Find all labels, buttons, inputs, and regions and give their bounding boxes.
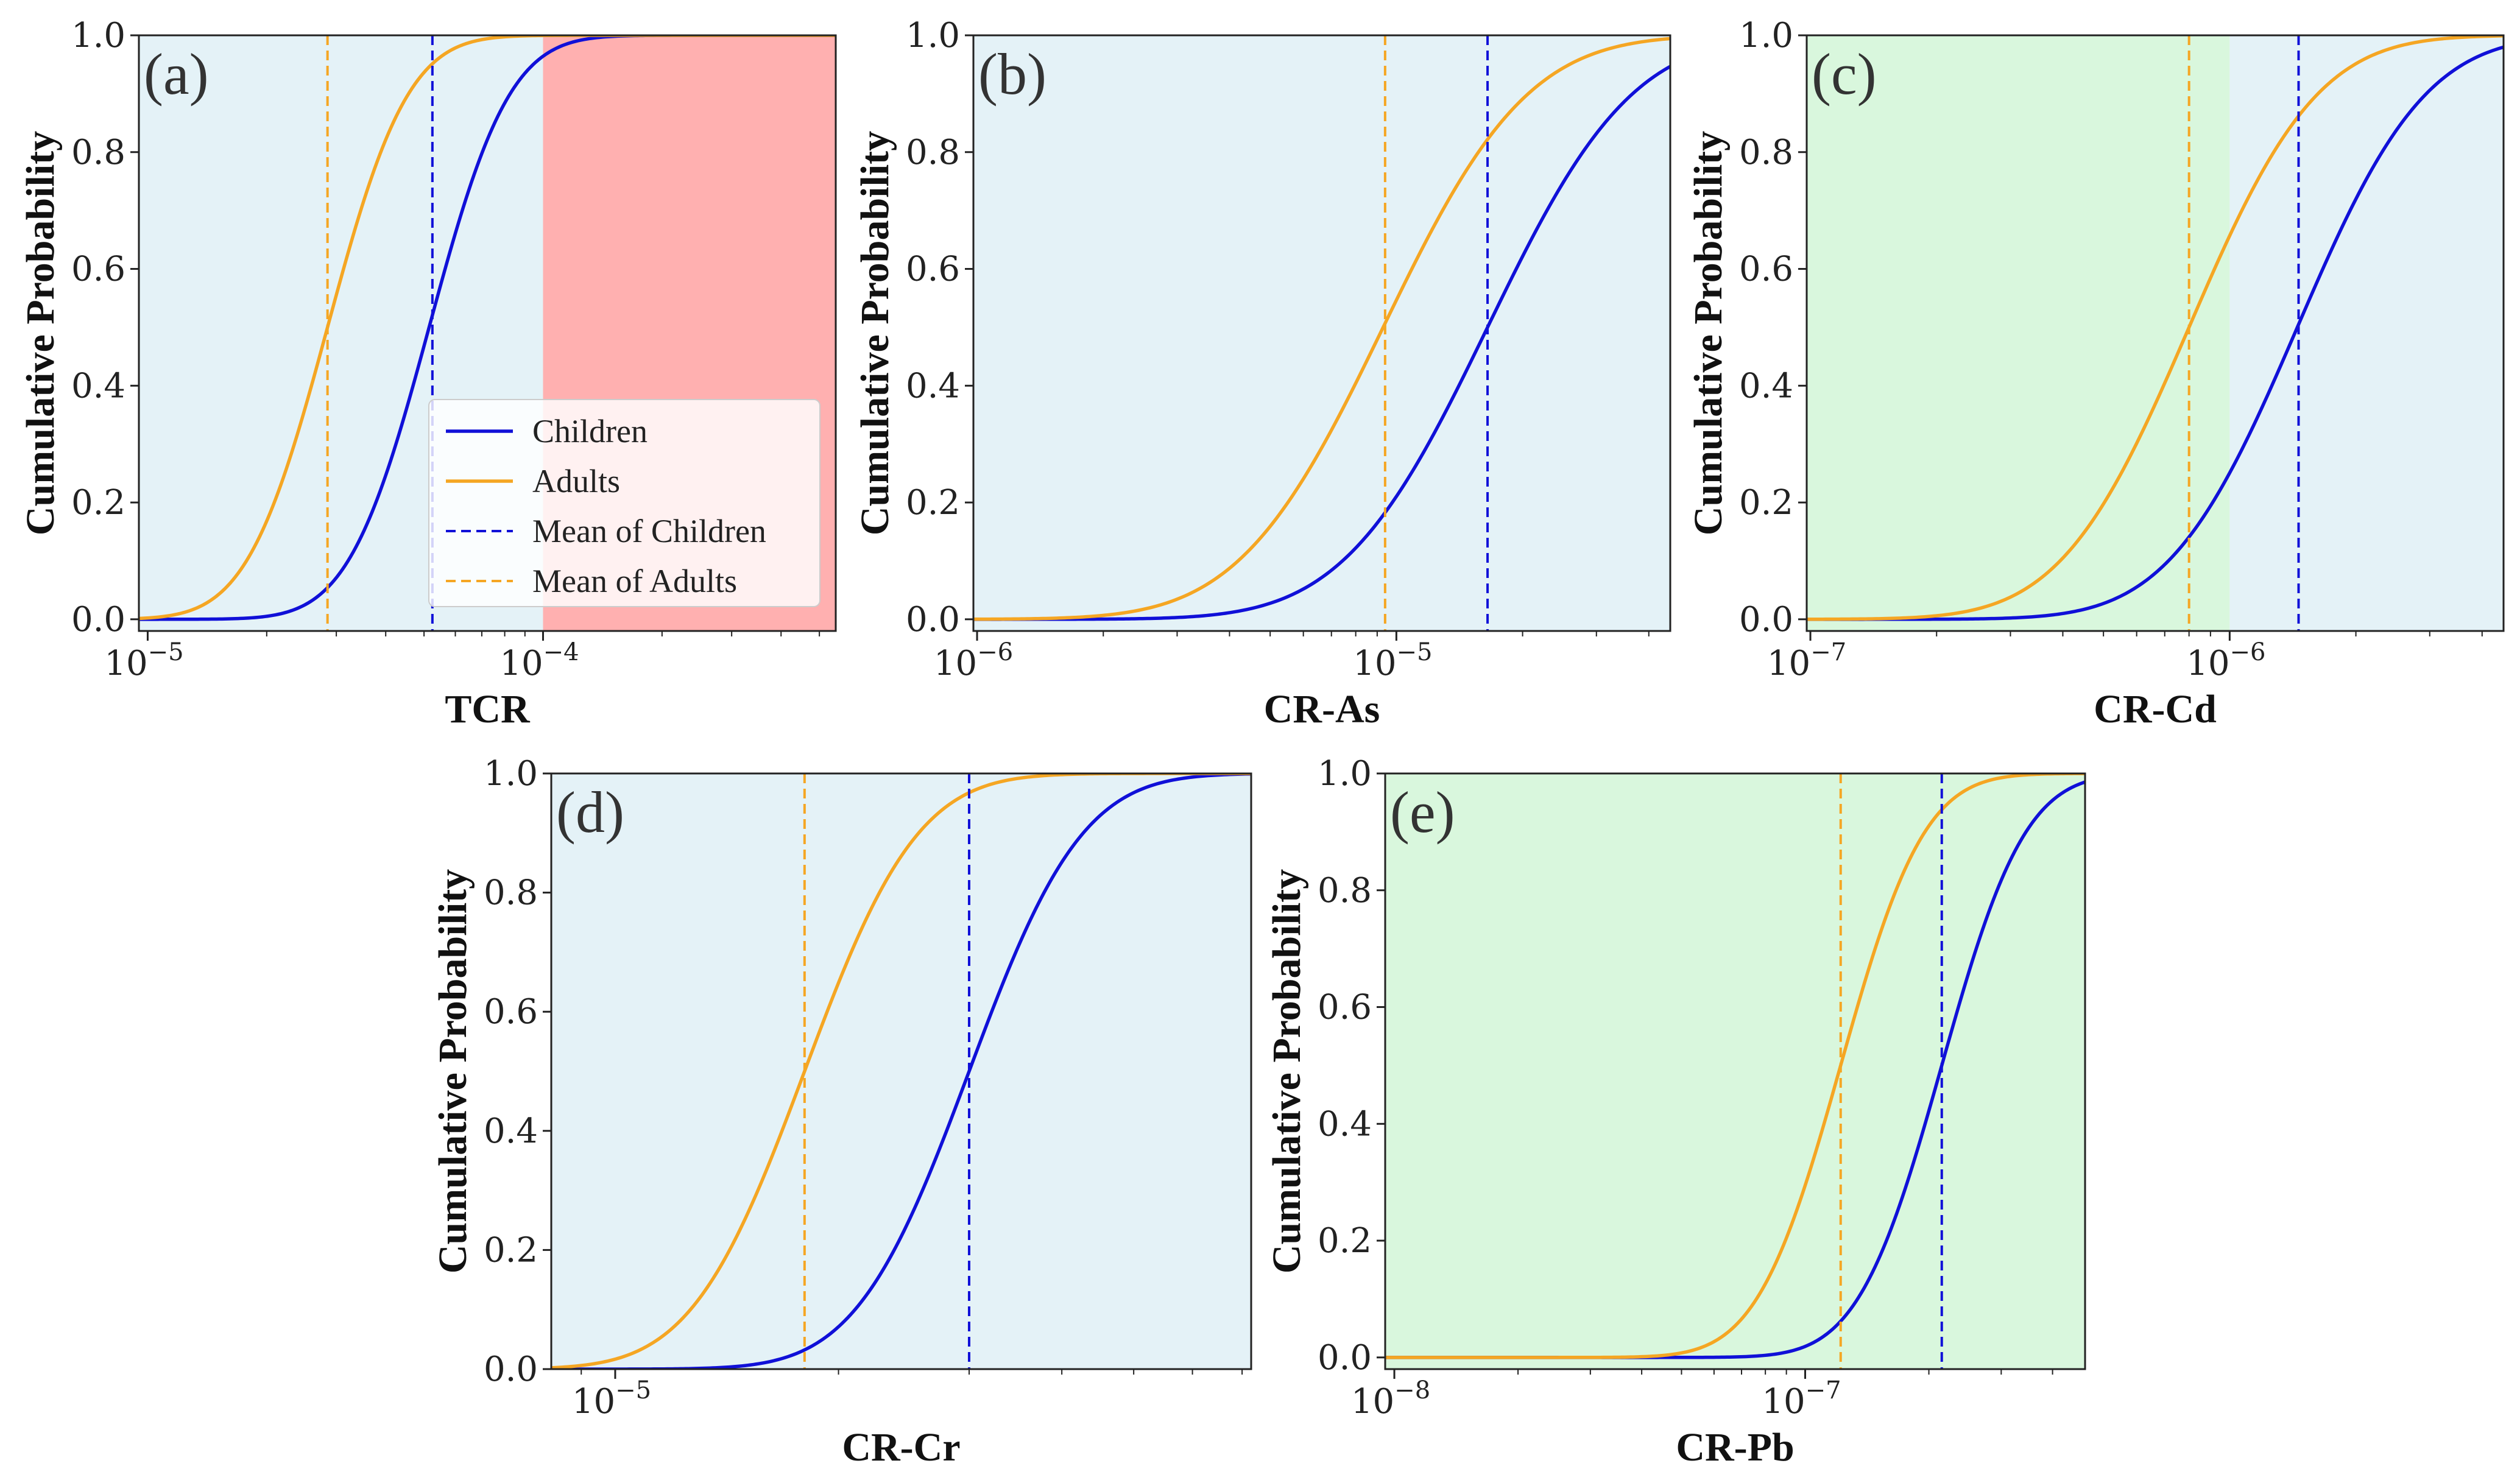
panel-c-ytick-label: 0.8 bbox=[1739, 133, 1793, 172]
panel-e-axes-frame bbox=[1384, 772, 2086, 1370]
panel-e-xlabel: CR-Pb bbox=[1676, 1425, 1794, 1470]
panel-b: 0.0 0.2 0.4 0.6 0.8 1.0 10−6 10−5CR-As Cumulativ… bbox=[853, 16, 1671, 731]
panel-b-children-curve bbox=[973, 65, 1670, 621]
panel-b-ytick-label: 0.4 bbox=[906, 366, 960, 406]
panel-c-region-1 bbox=[2229, 35, 2504, 631]
panel-d-ytick-label: 0.2 bbox=[484, 1230, 538, 1270]
panel-e-ytick-label: 0.8 bbox=[1318, 871, 1372, 911]
panel-c-region-0 bbox=[1807, 35, 2230, 631]
panel-e-ytick-label: 0.2 bbox=[1318, 1221, 1372, 1261]
panel-a-legend-children-label: Children bbox=[532, 413, 648, 449]
panel-e-ytick-label: 0.6 bbox=[1318, 988, 1372, 1027]
panel-a-legend-mean-of-adults-label: Mean of Adults bbox=[532, 563, 737, 599]
panel-b-ytick-label: 0.6 bbox=[906, 250, 960, 289]
panel-e-adults-curve bbox=[1385, 773, 2085, 1359]
panel-d: 0.0 0.2 0.4 0.6 0.8 1.0 10−5 CR-Cr Cumulative Pr… bbox=[431, 754, 1252, 1470]
panel-c-axes-frame bbox=[1805, 34, 2505, 632]
panel-a-legend-adults-label: Adults bbox=[532, 463, 620, 499]
panel-a-ytick-label: 0.6 bbox=[71, 250, 125, 289]
panel-c-xlabel: CR-Cd bbox=[2094, 687, 2217, 731]
panel-a-legend: Children Adults Mean of Children Mean of Ad… bbox=[428, 399, 821, 607]
panel-a-ytick-label: 0.8 bbox=[71, 133, 125, 172]
panel-e-ytick-label: 0.4 bbox=[1318, 1104, 1372, 1144]
panel-c-ylabel: Cumulative Probability bbox=[1686, 131, 1731, 535]
panel-b-adults-curve bbox=[973, 37, 1670, 621]
panel-d-region-0 bbox=[551, 773, 1251, 1369]
panel-a-ylabel: Cumulative Probability bbox=[18, 131, 63, 535]
panel-a-legend-box bbox=[428, 399, 821, 607]
panel-b-region-0 bbox=[973, 35, 1670, 631]
panel-a-xtick-label: 10−5 bbox=[104, 638, 183, 683]
panel-d-ylabel: Cumulative Probability bbox=[431, 869, 475, 1273]
panel-b-ytick-label: 0.2 bbox=[906, 483, 960, 523]
panel-e-ytick-label: 1.0 bbox=[1318, 754, 1372, 794]
panel-a-ytick-label: 0.2 bbox=[71, 483, 125, 523]
panel-e-panel-label: (e) bbox=[1390, 780, 1455, 845]
panel-a-ytick-label: 0.0 bbox=[71, 600, 125, 639]
panel-b-xtick-label: 10−6 bbox=[934, 638, 1013, 683]
panel-c-ytick-label: 0.4 bbox=[1739, 366, 1793, 406]
panel-b-axes-frame bbox=[972, 34, 1671, 632]
panel-c-ytick-label: 0.6 bbox=[1739, 250, 1793, 289]
panel-d-xtick-label: 10−5 bbox=[572, 1376, 651, 1421]
panel-a-children-curve bbox=[139, 35, 836, 621]
panel-c-ytick-label: 0.0 bbox=[1739, 600, 1793, 639]
panel-b-xtick-label: 10−5 bbox=[1353, 638, 1432, 683]
panel-a-adults-curve bbox=[139, 35, 836, 621]
panel-c-xtick-label: 10−6 bbox=[2186, 638, 2265, 683]
panel-a-legend-mean-of-children-label: Mean of Children bbox=[532, 513, 766, 549]
panel-b-ytick-label: 0.8 bbox=[906, 133, 960, 172]
panel-d-ytick-label: 0.4 bbox=[484, 1111, 538, 1151]
panel-e: 0.0 0.2 0.4 0.6 0.8 1.0 10−8 10−7CR-Pb Cumulativ… bbox=[1265, 754, 2086, 1470]
panel-e-xtick-label: 10−8 bbox=[1351, 1376, 1430, 1421]
panel-a-xtick-label: 10−4 bbox=[499, 638, 579, 683]
panel-c-adults-curve bbox=[1807, 35, 2504, 621]
panel-c: 0.0 0.2 0.4 0.6 0.8 1.0 10−7 10−6CR-Cd Cumulativ… bbox=[1686, 16, 2505, 731]
panel-c-xtick-label: 10−7 bbox=[1767, 638, 1846, 683]
panel-a-panel-label: (a) bbox=[144, 41, 209, 107]
panel-e-ylabel: Cumulative Probability bbox=[1265, 869, 1309, 1273]
panel-d-ytick-label: 0.8 bbox=[484, 873, 538, 913]
panel-e-region-0 bbox=[1385, 773, 2085, 1369]
panel-a-ytick-label: 0.4 bbox=[71, 366, 125, 406]
panel-d-axes-frame bbox=[550, 772, 1252, 1370]
panel-e-xtick-label: 10−7 bbox=[1762, 1376, 1841, 1421]
panel-d-xlabel: CR-Cr bbox=[842, 1425, 960, 1470]
panel-a-ytick-label: 1.0 bbox=[71, 16, 125, 55]
panel-b-panel-label: (b) bbox=[978, 41, 1046, 107]
panel-d-panel-label: (d) bbox=[556, 780, 624, 845]
panel-b-ytick-label: 0.0 bbox=[906, 600, 960, 639]
panel-b-xlabel: CR-As bbox=[1264, 687, 1380, 731]
panel-d-ytick-label: 1.0 bbox=[484, 754, 538, 794]
panel-e-ytick-label: 0.0 bbox=[1318, 1338, 1372, 1378]
panel-d-ytick-label: 0.6 bbox=[484, 992, 538, 1032]
panel-b-ytick-label: 1.0 bbox=[906, 16, 960, 55]
panel-c-panel-label: (c) bbox=[1812, 41, 1877, 107]
panel-a-axes-frame bbox=[138, 34, 837, 632]
panel-c-ytick-label: 1.0 bbox=[1739, 16, 1793, 55]
panel-b-ylabel: Cumulative Probability bbox=[853, 131, 897, 535]
panel-d-ytick-label: 0.0 bbox=[484, 1350, 538, 1389]
panel-c-children-curve bbox=[1807, 45, 2504, 621]
panel-a-xlabel: TCR bbox=[445, 687, 531, 731]
panel-c-ytick-label: 0.2 bbox=[1739, 483, 1793, 523]
